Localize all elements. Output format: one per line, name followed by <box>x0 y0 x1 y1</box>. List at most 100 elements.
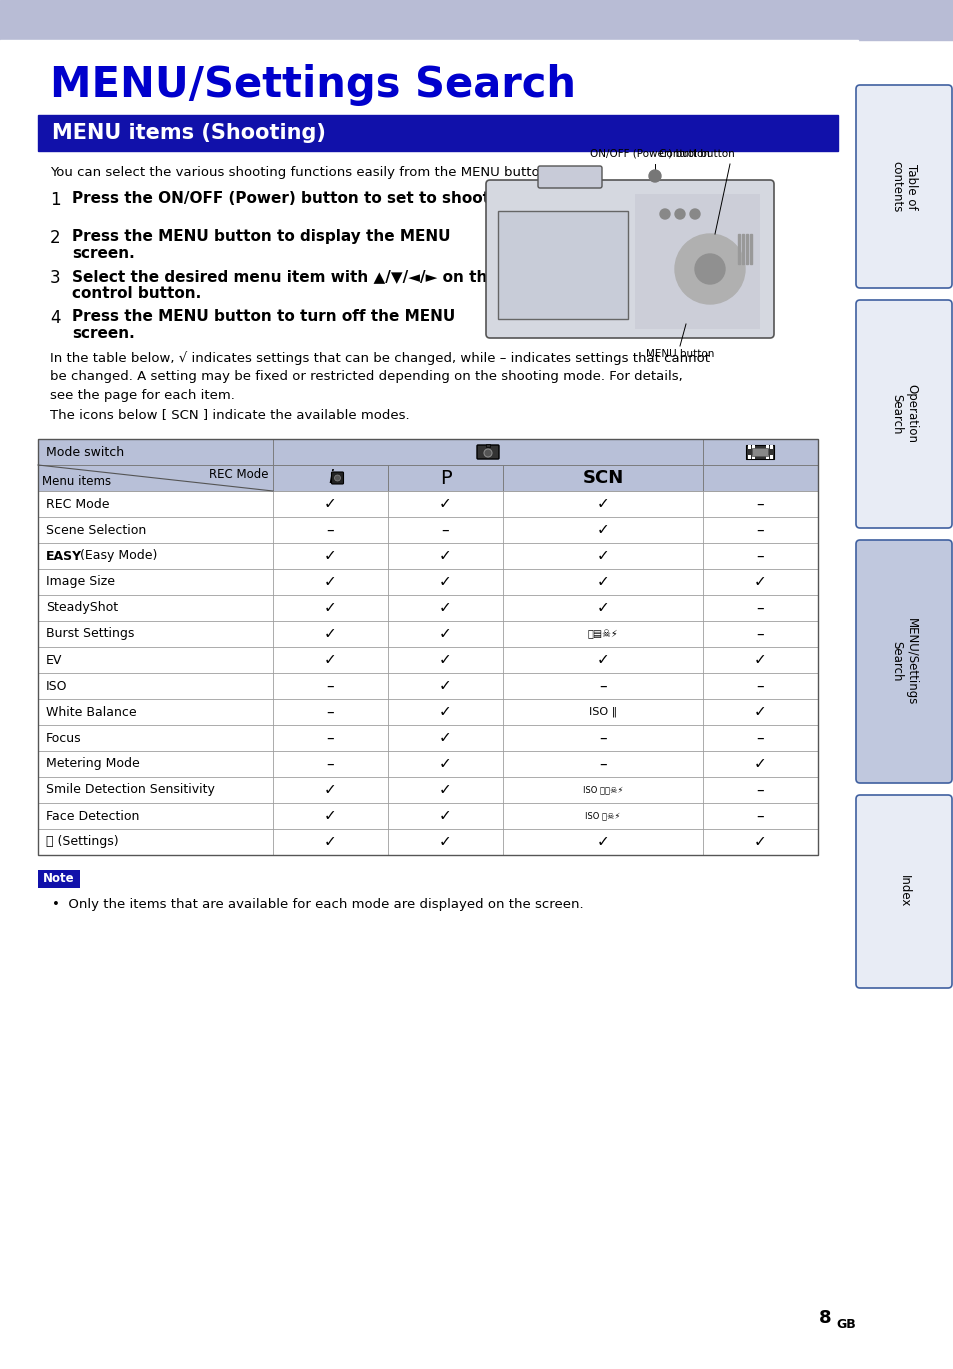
Bar <box>273 648 388 674</box>
Text: Press the MENU button to turn off the MENU
screen.: Press the MENU button to turn off the ME… <box>71 309 455 341</box>
Text: –: – <box>598 679 606 694</box>
Bar <box>388 543 502 570</box>
Text: ✓: ✓ <box>324 783 336 798</box>
Text: ✓: ✓ <box>438 757 452 772</box>
Text: ✓: ✓ <box>438 653 452 668</box>
Text: EASY: EASY <box>46 549 82 563</box>
Text: i: i <box>328 470 333 487</box>
Text: REC Mode: REC Mode <box>210 468 269 481</box>
Bar <box>502 596 702 622</box>
FancyBboxPatch shape <box>855 85 951 287</box>
Text: Burst Settings: Burst Settings <box>46 627 134 641</box>
Text: ✓: ✓ <box>596 653 609 668</box>
Text: In the table below, √ indicates settings that can be changed, while – indicates : In the table below, √ indicates settings… <box>50 350 709 364</box>
Circle shape <box>695 255 724 283</box>
Bar <box>38 700 273 726</box>
Bar <box>502 700 702 726</box>
Bar <box>502 804 702 830</box>
Text: ✓: ✓ <box>438 575 452 590</box>
Bar <box>38 517 273 543</box>
Text: Mode switch: Mode switch <box>46 445 124 459</box>
Bar <box>748 445 751 449</box>
Bar <box>273 622 388 648</box>
Text: 1: 1 <box>50 192 61 209</box>
Text: –: – <box>326 705 334 720</box>
Text: –: – <box>441 523 449 538</box>
Bar <box>502 491 702 517</box>
Bar <box>702 465 817 491</box>
Bar <box>38 804 273 830</box>
Bar <box>388 491 502 517</box>
Text: 2: 2 <box>50 229 61 246</box>
Text: Press the ON/OFF (Power) button to set to shooting mode.: Press the ON/OFF (Power) button to set t… <box>71 192 575 205</box>
Text: ✓: ✓ <box>438 783 452 798</box>
Circle shape <box>689 209 700 219</box>
Text: Menu items: Menu items <box>42 475 111 487</box>
Text: White Balance: White Balance <box>46 705 136 719</box>
Bar <box>749 234 751 264</box>
Text: Note: Note <box>43 872 74 886</box>
Text: Press the MENU button to display the MENU
screen.: Press the MENU button to display the MEN… <box>71 229 450 261</box>
Text: –: – <box>756 549 763 564</box>
Bar <box>388 596 502 622</box>
Bar <box>38 871 80 888</box>
Text: –: – <box>756 497 763 512</box>
Text: 8: 8 <box>819 1309 831 1327</box>
Bar <box>388 570 502 596</box>
Bar <box>702 674 817 700</box>
Text: ✓: ✓ <box>596 523 609 538</box>
Bar <box>38 622 273 648</box>
Bar <box>702 517 817 543</box>
Text: –: – <box>598 731 606 746</box>
Text: ✓: ✓ <box>438 731 452 746</box>
Text: ✓: ✓ <box>438 705 452 720</box>
Bar <box>388 700 502 726</box>
Bar <box>752 455 755 459</box>
Bar <box>273 700 388 726</box>
Text: MENU/Settings Search: MENU/Settings Search <box>50 64 576 105</box>
Bar <box>702 752 817 778</box>
Bar <box>702 439 817 465</box>
Text: –: – <box>756 731 763 746</box>
Bar <box>388 778 502 804</box>
Text: –: – <box>756 679 763 694</box>
FancyBboxPatch shape <box>855 795 951 988</box>
Bar <box>273 517 388 543</box>
Bar <box>388 622 502 648</box>
Bar <box>502 465 702 491</box>
Bar <box>502 622 702 648</box>
Bar <box>745 234 747 264</box>
Bar <box>388 517 502 543</box>
Text: ✓: ✓ <box>324 575 336 590</box>
Text: GB: GB <box>835 1318 855 1331</box>
Bar <box>702 830 817 856</box>
Bar <box>38 491 273 517</box>
Circle shape <box>335 475 340 481</box>
Circle shape <box>659 209 669 219</box>
Bar <box>388 726 502 752</box>
Bar <box>38 596 273 622</box>
Bar <box>502 752 702 778</box>
Bar <box>738 234 740 264</box>
Bar <box>38 752 273 778</box>
Text: ✓: ✓ <box>438 549 452 564</box>
Text: Face Detection: Face Detection <box>46 809 139 823</box>
Text: ✓: ✓ <box>438 679 452 694</box>
Bar <box>273 778 388 804</box>
Bar <box>752 448 768 456</box>
Text: Scene Selection: Scene Selection <box>46 523 146 537</box>
Text: ✓: ✓ <box>324 627 336 642</box>
Bar <box>38 648 273 674</box>
Bar <box>702 543 817 570</box>
Circle shape <box>483 449 492 457</box>
Circle shape <box>675 234 744 304</box>
Text: 4: 4 <box>50 309 60 327</box>
Bar <box>702 596 817 622</box>
Text: ON/OFF (Power) button: ON/OFF (Power) button <box>589 149 709 159</box>
Text: MENU/Settings
Search: MENU/Settings Search <box>889 617 917 705</box>
Bar <box>748 455 751 459</box>
Text: ✓: ✓ <box>753 835 766 850</box>
Bar <box>388 465 502 491</box>
Text: (Easy Mode): (Easy Mode) <box>76 549 157 563</box>
Bar <box>702 491 817 517</box>
